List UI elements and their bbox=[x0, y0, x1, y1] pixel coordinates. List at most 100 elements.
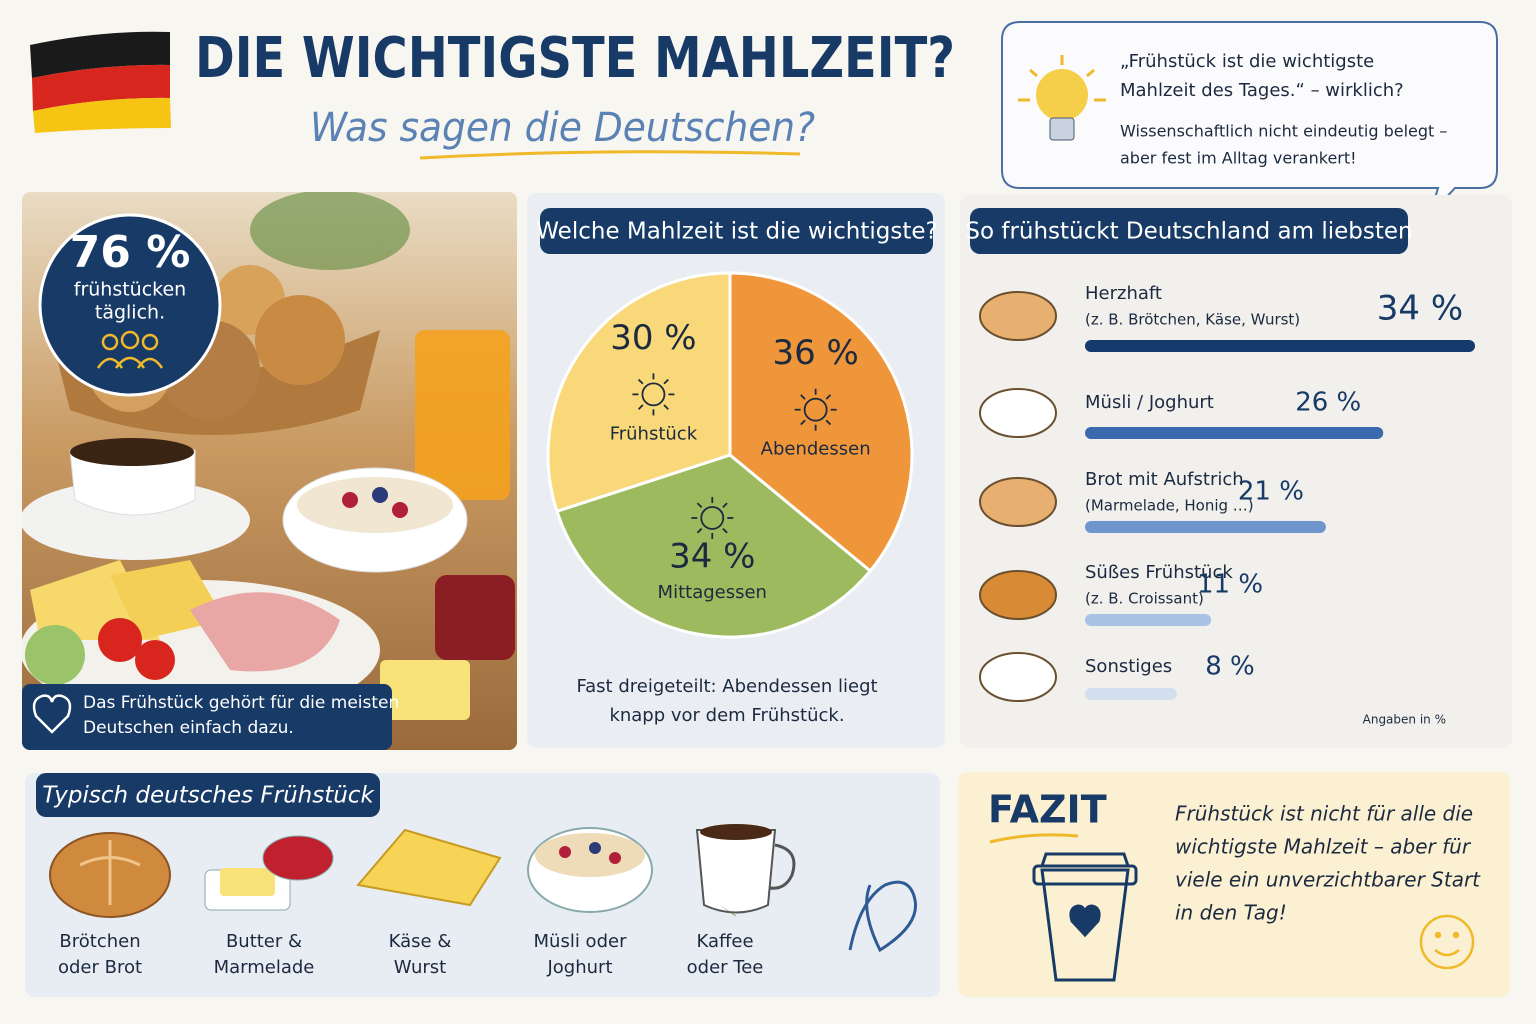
smiley bbox=[1419, 914, 1475, 970]
pie-category-label: Abendessen bbox=[761, 439, 871, 460]
bar-value-label: 26 % bbox=[1295, 388, 1361, 418]
bar-value-label: 34 % bbox=[1377, 289, 1463, 329]
sun-ray bbox=[825, 419, 832, 426]
bar-category-label: Müsli / Joghurt bbox=[1085, 392, 1214, 413]
sun-ray bbox=[696, 502, 703, 508]
pie-slice bbox=[546, 271, 732, 514]
bar-value-label: 21 % bbox=[1238, 477, 1304, 507]
bar bbox=[1085, 521, 1326, 533]
bar bbox=[1085, 614, 1212, 626]
breakfast-items: Brötchen oder Brot Butter & Marmelade Käse &… bbox=[58, 931, 763, 978]
subtitle: Was sagen die Deutschen? bbox=[310, 105, 815, 151]
food-icons bbox=[49, 824, 918, 953]
pie-chart: 36 % Abendessen 34 % Mittagessen 30 % Frühstü… bbox=[546, 271, 914, 639]
fazit-line: Frühstück ist nicht für alle die bbox=[1175, 802, 1473, 826]
bar-category-label: Süßes Frühstück bbox=[1085, 562, 1233, 583]
heart-icon bbox=[32, 694, 72, 734]
pie-note: knapp vor dem Frühstück. bbox=[609, 705, 844, 726]
breakfast-item-label: Müsli oder bbox=[534, 931, 628, 952]
sun-ray bbox=[722, 502, 728, 508]
sun-ray bbox=[663, 404, 669, 410]
bar-sublabel: (Marmelade, Honig …) bbox=[1085, 497, 1254, 515]
sun-ray bbox=[637, 378, 644, 385]
quote-answer: Wissenschaftlich nicht eindeutig belegt … bbox=[1120, 122, 1447, 141]
fazit-title: FAZIT bbox=[988, 788, 1107, 832]
breakfast-item-label: Brötchen bbox=[59, 931, 140, 952]
sun-icon bbox=[641, 382, 666, 407]
breakfast-item-label: Wurst bbox=[394, 957, 446, 978]
bar-title: So frühstückt Deutschland am liebsten bbox=[965, 219, 1412, 245]
sun-ray bbox=[663, 378, 669, 385]
sun-ray bbox=[696, 527, 703, 534]
food-icon bbox=[979, 570, 1057, 620]
pie-slice bbox=[555, 453, 873, 639]
breakfast-item-label: Butter & bbox=[226, 931, 302, 952]
bar-chart: Herzhaft (z. B. Brötchen, Käse, Wurst) 34 … bbox=[979, 283, 1475, 702]
bar-category-label: Brot mit Aufstrich bbox=[1085, 469, 1244, 490]
bar-title-box bbox=[970, 208, 1408, 254]
food-icon bbox=[979, 291, 1057, 341]
breakfast-item-label: Marmelade bbox=[214, 957, 315, 978]
bar-note: Angaben in % bbox=[1363, 713, 1446, 727]
sun-ray bbox=[800, 419, 806, 426]
bar-panel bbox=[960, 195, 1512, 748]
cup-icon bbox=[1032, 852, 1138, 982]
food-icon bbox=[979, 652, 1057, 702]
caption: Deutschen einfach dazu. bbox=[83, 718, 294, 738]
fazit-line: wichtigste Mahlzeit – aber für bbox=[1175, 835, 1472, 859]
stat-label: täglich. bbox=[95, 302, 165, 324]
fazit-underline bbox=[989, 833, 1079, 844]
bar bbox=[1085, 688, 1177, 700]
title: DIE WICHTIGSTE MAHLZEIT? bbox=[195, 26, 955, 91]
breakfast-item-label: oder Tee bbox=[687, 957, 764, 978]
pie-category-label: Frühstück bbox=[610, 423, 698, 444]
sun-ray bbox=[800, 394, 806, 400]
fazit-panel bbox=[958, 772, 1510, 997]
stat-value: 76 % bbox=[70, 227, 191, 278]
underline bbox=[419, 150, 801, 160]
breakfast-item-label: Käse & bbox=[389, 931, 452, 952]
bar-category-label: Sonstiges bbox=[1085, 656, 1172, 677]
pie-category-label: Mittagessen bbox=[658, 582, 767, 603]
fazit-line: viele ein unverzichtbarer Start bbox=[1175, 868, 1481, 892]
bar-sublabel: (z. B. Brötchen, Käse, Wurst) bbox=[1085, 311, 1300, 329]
pie-title: Welche Mahlzeit ist die wichtigste? bbox=[536, 219, 937, 245]
fazit-line: in den Tag! bbox=[1175, 901, 1287, 925]
pie-slice bbox=[728, 271, 914, 574]
flag bbox=[30, 31, 171, 133]
bar-value-label: 11 % bbox=[1197, 570, 1263, 600]
bar bbox=[1085, 340, 1475, 352]
bar-category-label: Herzhaft bbox=[1085, 283, 1162, 304]
pie-title-box bbox=[540, 208, 933, 254]
pie-value-label: 34 % bbox=[669, 536, 755, 576]
breakfast-title-box bbox=[36, 773, 380, 817]
caption: Das Frühstück gehört für die meisten bbox=[83, 693, 399, 713]
quote-line: „Frühstück ist die wichtigste bbox=[1120, 51, 1374, 72]
bar bbox=[1085, 427, 1384, 439]
sun-ray bbox=[722, 527, 728, 534]
breakfast-item-label: Kaffee bbox=[696, 931, 753, 952]
breakfast-title: Typisch deutsches Frühstück bbox=[42, 783, 375, 809]
pie-note: Fast dreigeteilt: Abendessen liegt bbox=[576, 676, 877, 697]
caption-box bbox=[22, 684, 392, 750]
sun-icon bbox=[700, 506, 725, 530]
bulb-icon bbox=[1018, 55, 1106, 141]
sun-icon bbox=[803, 397, 828, 422]
quote-answer: aber fest im Alltag verankert! bbox=[1120, 149, 1357, 168]
quote-line: Mahlzeit des Tages.“ – wirklich? bbox=[1120, 80, 1404, 101]
pie-value-label: 36 % bbox=[772, 333, 858, 373]
sun-ray bbox=[637, 404, 644, 410]
bar-value-label: 8 % bbox=[1205, 652, 1255, 682]
food-icon bbox=[979, 477, 1057, 527]
food-icon bbox=[979, 388, 1057, 438]
sun-ray bbox=[825, 394, 832, 400]
fazit-text: Frühstück ist nicht für alle die wichtigs… bbox=[1175, 802, 1481, 925]
bar-sublabel: (z. B. Croissant) bbox=[1085, 590, 1204, 608]
pie-value-label: 30 % bbox=[610, 318, 696, 358]
stat-badge bbox=[38, 213, 222, 397]
breakfast-item-label: oder Brot bbox=[58, 957, 142, 978]
people-icon bbox=[96, 330, 164, 369]
breakfast-item-label: Joghurt bbox=[546, 957, 612, 978]
